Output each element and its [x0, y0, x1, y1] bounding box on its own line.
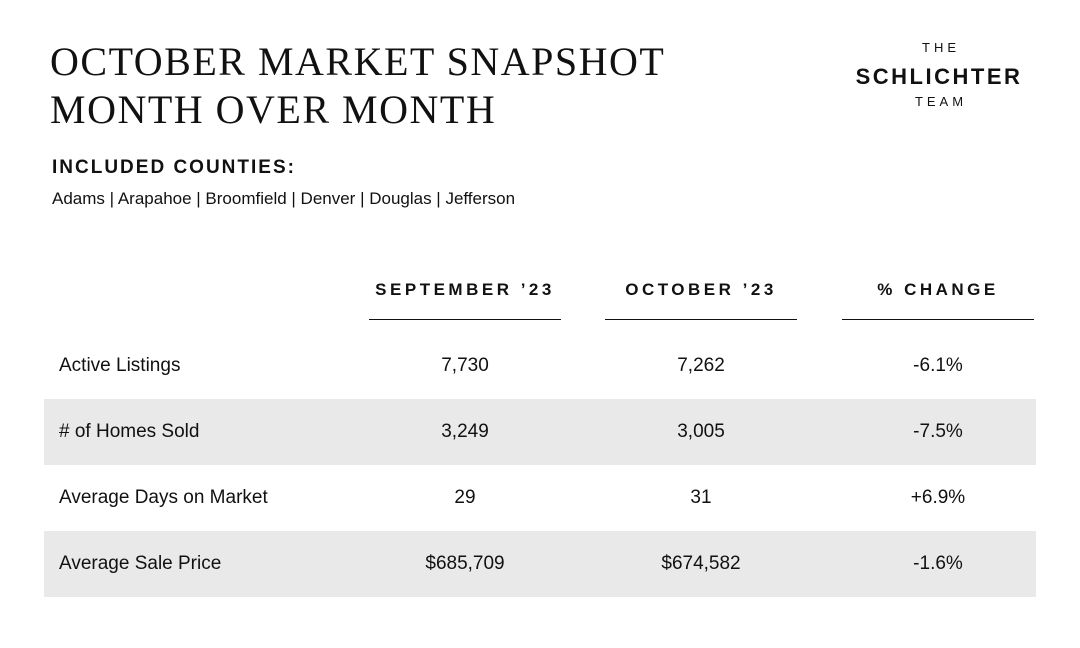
brand-logo: THE SCHLICHTER TEAM	[846, 40, 1032, 110]
table-row-homes-sold: # of Homes Sold 3,249 3,005 -7.5%	[44, 399, 1036, 465]
row-label: Average Sale Price	[59, 553, 222, 574]
change-value: +6.9%	[910, 487, 966, 508]
column-underline-change	[842, 319, 1034, 320]
september-value: 7,730	[441, 355, 489, 376]
table-body: Active Listings 7,730 7,262 -6.1% # of H…	[44, 333, 1036, 597]
counties-heading: INCLUDED COUNTIES:	[52, 157, 296, 178]
column-header-september: SEPTEMBER ’23	[375, 280, 555, 299]
september-value: $685,709	[425, 553, 505, 574]
page-title: October Market Snapshot Month Over Month	[50, 38, 665, 134]
column-header-october: OCTOBER ’23	[625, 280, 777, 299]
logo-bottom-text: TEAM	[914, 94, 968, 109]
row-label: Active Listings	[59, 355, 181, 376]
change-value: -6.1%	[913, 355, 963, 376]
october-value: 31	[690, 487, 712, 508]
row-label: # of Homes Sold	[59, 421, 200, 442]
september-value: 3,249	[441, 421, 489, 442]
title-line-2: Month Over Month	[50, 87, 497, 132]
counties-list: Adams | Arapahoe | Broomfield | Denver |…	[52, 189, 516, 208]
column-underline-september	[369, 319, 561, 320]
row-label: Average Days on Market	[59, 487, 268, 508]
title-line-1: October Market Snapshot	[50, 39, 666, 84]
logo-top-text: THE	[922, 40, 960, 55]
table-row-days-on-market: Average Days on Market 29 31 +6.9%	[44, 465, 1036, 531]
market-table: SEPTEMBER ’23 OCTOBER ’23 % CHANGE Activ…	[44, 268, 1036, 597]
table-header: SEPTEMBER ’23 OCTOBER ’23 % CHANGE	[44, 268, 1036, 333]
change-value: -7.5%	[913, 421, 963, 442]
october-value: $674,582	[661, 553, 741, 574]
table-row-sale-price: Average Sale Price $685,709 $674,582 -1.…	[44, 531, 1036, 597]
logo-main-text: SCHLICHTER	[855, 64, 1023, 89]
column-underline-october	[605, 319, 797, 320]
column-header-change: % CHANGE	[877, 280, 999, 299]
october-value: 7,262	[677, 355, 725, 376]
table-row-active-listings: Active Listings 7,730 7,262 -6.1%	[44, 333, 1036, 399]
october-value: 3,005	[677, 421, 725, 442]
september-value: 29	[454, 487, 476, 508]
change-value: -1.6%	[913, 553, 963, 574]
